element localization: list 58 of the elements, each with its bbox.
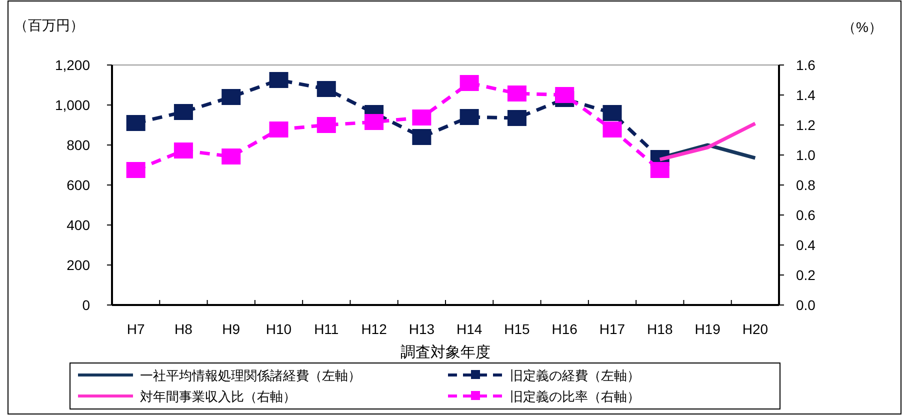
- point: [412, 110, 432, 126]
- y2-tick-label: 1.4: [796, 87, 816, 103]
- point: [269, 72, 288, 88]
- y2-tick-label: 1.0: [796, 147, 816, 163]
- x-tick-label: H15: [504, 321, 530, 337]
- point: [174, 104, 193, 120]
- x-tick-label: H19: [694, 321, 721, 337]
- x-tick-label: H11: [314, 321, 339, 337]
- legend-label: 一社平均情報処理関係諸経費（左軸）: [140, 368, 361, 383]
- x-tick-label: H12: [361, 321, 388, 337]
- point: [316, 81, 336, 97]
- y2-tick-label: 1.2: [796, 117, 816, 133]
- y-axis-title: （百万円）: [14, 17, 84, 33]
- legend-label: 対年間事業収入比（右軸）: [140, 389, 296, 404]
- x-tick-label: H10: [266, 321, 292, 337]
- y-tick-label: 600: [66, 177, 90, 193]
- y2-axis-title: （%）: [842, 19, 882, 35]
- point: [602, 122, 622, 138]
- point: [222, 89, 241, 105]
- y-tick-label: 1,200: [54, 57, 90, 73]
- y-tick-label: 800: [66, 137, 90, 153]
- y-tick-label: 200: [66, 257, 90, 273]
- point: [650, 162, 670, 178]
- point: [364, 114, 384, 130]
- point: [126, 115, 146, 131]
- point: [602, 105, 622, 121]
- x-tick-label: H7: [126, 321, 145, 337]
- point: [412, 129, 432, 145]
- y2-tick-label: 0.4: [796, 237, 816, 253]
- y2-tick-label: 1.6: [796, 57, 816, 73]
- legend-label: 旧定義の比率（右軸）: [510, 389, 640, 404]
- point: [555, 87, 574, 103]
- x-tick-label: H9: [222, 321, 240, 337]
- x-tick-label: H20: [742, 321, 768, 337]
- x-tick-label: H16: [552, 321, 578, 337]
- y-tick-label: 1,000: [54, 97, 90, 113]
- x-tick-label: H17: [599, 321, 626, 337]
- x-axis-title: 調査対象年度: [400, 344, 490, 361]
- x-tick-label: H8: [174, 321, 193, 337]
- x-tick-label: H13: [408, 321, 435, 337]
- point: [507, 110, 526, 126]
- y2-tick-label: 0.6: [796, 207, 816, 223]
- point: [507, 86, 526, 102]
- point: [269, 122, 288, 138]
- point: [174, 142, 193, 158]
- legend-label: 旧定義の経費（左軸）: [510, 368, 640, 383]
- point: [316, 117, 336, 133]
- point: [460, 75, 479, 91]
- y-tick-label: 0: [82, 297, 90, 313]
- x-tick-label: H18: [647, 321, 673, 337]
- y2-tick-label: 0.8: [796, 177, 816, 193]
- point: [460, 109, 479, 125]
- point: [126, 162, 146, 178]
- y2-tick-label: 0.2: [796, 267, 816, 283]
- x-tick-label: H14: [456, 321, 482, 337]
- y2-tick-label: 0.0: [796, 297, 816, 313]
- point: [222, 148, 241, 164]
- y-tick-label: 400: [66, 217, 90, 233]
